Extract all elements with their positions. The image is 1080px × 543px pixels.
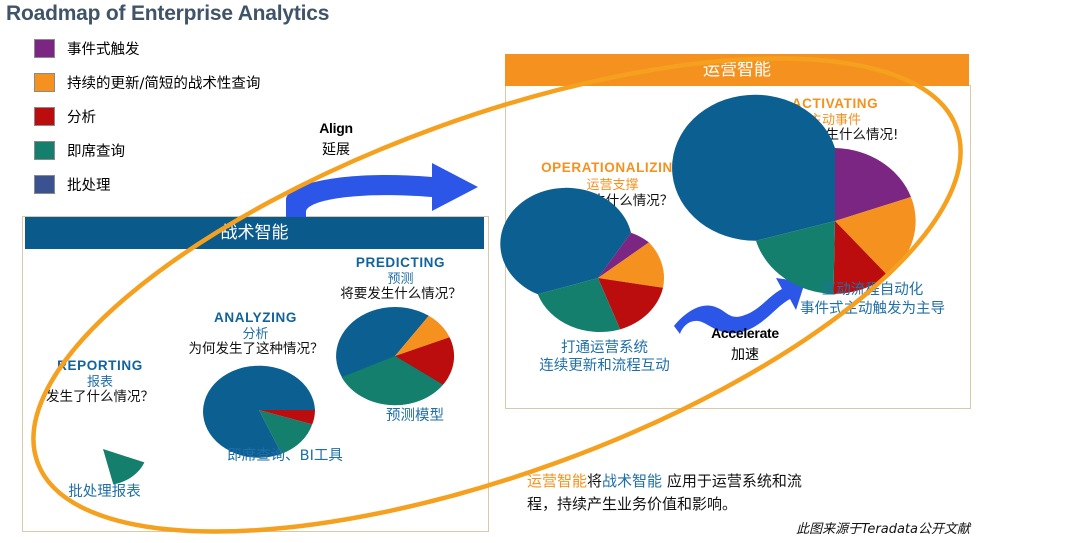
legend-item-continuous-update: 持续的更新/简短的战术性查询: [34, 68, 364, 96]
legend-label: 分析: [67, 109, 96, 126]
stage-question-reporting: 发生了什么情况？: [46, 389, 154, 405]
predicting-pie: [336, 307, 455, 406]
stage-label-predicting-en: PREDICTING: [355, 255, 446, 270]
footer-description: 运营智能将战术智能 应用于运营系统和流 程，持续产生业务价值和影响。: [527, 470, 957, 515]
align-label-en: Align: [319, 120, 353, 136]
align-label-cn: 延展: [322, 142, 350, 158]
activating-pie: [672, 94, 918, 294]
stage-question-predicting: 将要发生什么情况？: [340, 286, 462, 302]
footer-tactical-term: 战术智能: [602, 472, 663, 490]
operationalizing-caption-line1: 打通运营系统: [561, 340, 648, 356]
legend-item-event-trigger: 事件式触发: [34, 34, 364, 62]
panel-header-tactical: 战术智能: [25, 217, 484, 249]
legend-swatch-navy: [34, 174, 55, 194]
page-title: Roadmap of Enterprise Analytics: [6, 2, 330, 25]
stage-label-analyzing-en: ANALYZING: [214, 310, 297, 325]
legend-swatch-green: [34, 140, 55, 160]
predicting-caption: 预测模型: [386, 408, 444, 424]
panel-header-operational: 运营智能: [505, 54, 969, 86]
legend-label: 事件式触发: [67, 41, 140, 58]
analyzing-pie: [203, 364, 316, 458]
legend-swatch-orange: [34, 72, 55, 92]
legend-swatch-purple: [34, 38, 55, 58]
operationalizing-pie: [500, 187, 665, 334]
footer-mid-2: 应用于运营系统和流: [662, 472, 802, 490]
footer-source: 此图来源于Teradata公开文献: [796, 522, 970, 537]
align-arrow: [282, 160, 507, 225]
legend-label: 即席查询: [67, 143, 125, 160]
operationalizing-caption-line2: 连续更新和流程互动: [539, 358, 670, 374]
footer-operational-term: 运营智能: [527, 472, 588, 490]
stage-label-reporting-en: REPORTING: [57, 358, 143, 373]
legend-swatch-red: [34, 106, 55, 126]
stage-question-analyzing: 为何发生了这种情况？: [188, 341, 324, 357]
accelerate-label-cn: 加速: [731, 347, 759, 363]
reporting-pie: [58, 413, 148, 485]
stage-label-analyzing-cn: 分析: [242, 326, 269, 341]
reporting-caption: 批处理报表: [68, 484, 141, 500]
footer-line-2: 程，持续产生业务价值和影响。: [527, 494, 738, 513]
activating-caption-line1: 互动流程自动化: [821, 282, 924, 298]
legend-label: 批处理: [67, 177, 111, 194]
stage-label-reporting-cn: 报表: [86, 374, 113, 389]
activating-caption-line2: 事件式主动触发为主导: [800, 301, 945, 317]
accelerate-label-en: Accelerate: [711, 325, 779, 341]
analyzing-caption: 即席查询、BI工具: [227, 448, 343, 464]
legend-label: 持续的更新/简短的战术性查询: [67, 75, 261, 92]
stage-label-predicting-cn: 预测: [387, 271, 414, 286]
footer-mid-1: 将: [587, 472, 603, 490]
footer-line-1: 运营智能将战术智能 应用于运营系统和流: [527, 470, 957, 493]
